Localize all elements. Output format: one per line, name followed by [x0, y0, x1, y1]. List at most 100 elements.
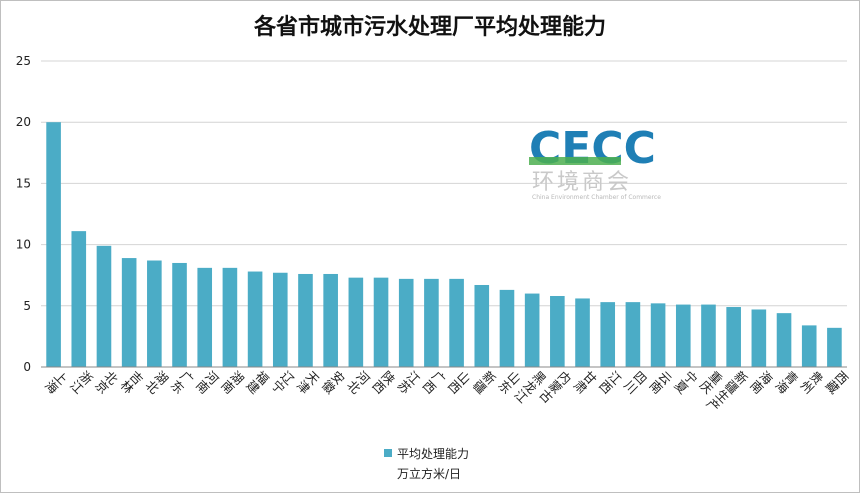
category-label-text: 宁夏 — [672, 368, 701, 397]
category-label-text: 吉林 — [117, 368, 146, 397]
category-label: 青海 — [772, 368, 801, 397]
watermark-cn-text: 环境商会 — [532, 170, 632, 195]
category-label: 广东 — [168, 368, 197, 397]
category-label: 浙江 — [67, 368, 96, 397]
bar — [323, 273, 338, 367]
category-label: 贵州 — [797, 368, 826, 397]
category-label: 江苏 — [394, 368, 423, 397]
category-label-text: 云南 — [646, 368, 675, 397]
y-tick-label: 5 — [23, 299, 31, 313]
bar — [801, 325, 817, 367]
legend-series-name: 平均处理能力 — [397, 447, 469, 461]
bars — [46, 122, 842, 367]
bar — [449, 278, 464, 367]
bar — [701, 304, 716, 367]
bar — [424, 278, 439, 367]
y-axis-ticks: 0 5 10 15 20 25 — [16, 54, 31, 374]
bar — [499, 289, 515, 367]
bar — [726, 307, 741, 367]
bar — [348, 277, 364, 367]
category-label-text: 广东 — [168, 368, 197, 397]
bar — [524, 293, 540, 367]
bar — [751, 309, 767, 367]
category-label: 北京 — [92, 368, 121, 397]
category-label: 江西 — [596, 368, 625, 397]
category-label-text: 湖南 — [218, 368, 247, 397]
category-label-text: 青海 — [772, 368, 801, 397]
bar — [575, 298, 590, 367]
bar — [298, 273, 313, 367]
y-tick-label: 15 — [16, 176, 31, 190]
bar — [776, 313, 792, 367]
category-label-text: 西藏 — [823, 368, 852, 397]
category-label-text: 甘肃 — [571, 368, 600, 397]
bar — [675, 304, 691, 367]
category-label: 海南 — [747, 368, 776, 397]
bar — [247, 271, 263, 367]
category-label: 吉林 — [117, 368, 146, 397]
gridlines — [41, 60, 847, 368]
category-label: 湖南 — [218, 368, 247, 397]
y-tick-label: 10 — [16, 238, 31, 252]
y-tick-label: 20 — [16, 115, 31, 129]
category-label-text: 天津 — [294, 368, 323, 397]
category-label: 新疆 — [470, 368, 499, 397]
category-label-text: 北京 — [92, 368, 121, 397]
bar — [827, 327, 842, 367]
category-label-text: 安徽 — [319, 368, 348, 397]
bar — [650, 303, 666, 367]
category-label-text: 江西 — [596, 368, 625, 397]
category-label-text: 福建 — [243, 368, 272, 397]
chart-title: 各省市城市污水处理厂平均处理能力 — [253, 14, 606, 40]
category-label: 四川 — [621, 368, 650, 397]
bar — [222, 267, 238, 367]
category-label: 河南 — [193, 368, 222, 397]
y-tick-label: 25 — [16, 54, 31, 68]
category-label: 辽宁 — [269, 368, 298, 397]
category-label: 广西 — [420, 368, 449, 397]
bar — [373, 277, 389, 367]
category-label-text: 上海 — [42, 368, 71, 397]
bar — [71, 231, 87, 367]
category-label-text: 浙江 — [67, 368, 96, 397]
category-label-text: 辽宁 — [269, 368, 298, 397]
watermark-green-band — [529, 157, 621, 165]
category-label-text: 贵州 — [797, 368, 826, 397]
category-label: 甘肃 — [571, 368, 600, 397]
bar — [121, 258, 137, 367]
category-label: 河北 — [344, 368, 373, 397]
bar — [600, 302, 616, 367]
watermark-en-text: China Environment Chamber of Commerce — [532, 194, 661, 201]
category-label: 安徽 — [319, 368, 348, 397]
category-label-text: 河南 — [193, 368, 222, 397]
category-label: 陕西 — [369, 368, 398, 397]
bar — [96, 245, 112, 367]
category-label-text: 湖北 — [143, 368, 172, 397]
category-label: 山西 — [445, 368, 474, 397]
bar — [625, 302, 641, 367]
category-label: 宁夏 — [672, 368, 701, 397]
bar — [197, 267, 213, 367]
bar — [172, 262, 187, 367]
y-tick-label: 0 — [23, 360, 31, 374]
category-label: 天津 — [294, 368, 323, 397]
category-label-text: 河北 — [344, 368, 373, 397]
bar — [272, 272, 288, 367]
category-label-text: 四川 — [621, 368, 650, 397]
category-label-text: 陕西 — [369, 368, 398, 397]
legend-swatch — [384, 449, 392, 457]
bar — [147, 260, 162, 367]
bar — [550, 296, 565, 367]
category-labels: 上海 浙江 北京 吉林 湖北 广东 河南 湖南 福建 辽宁 天津 安徽 河北 陕西 江苏 广西 山西 新疆 山东 黑龙… — [42, 368, 852, 415]
category-label: 福建 — [243, 368, 272, 397]
category-label-text: 新疆 — [470, 368, 499, 397]
watermark-logo-text: CECC — [529, 123, 656, 174]
bar — [398, 278, 414, 367]
category-label-text: 山西 — [445, 368, 474, 397]
category-label-text: 江苏 — [394, 368, 423, 397]
bar — [46, 122, 61, 367]
legend-unit: 万立方米/日 — [397, 466, 461, 481]
category-label-text: 广西 — [420, 368, 449, 397]
